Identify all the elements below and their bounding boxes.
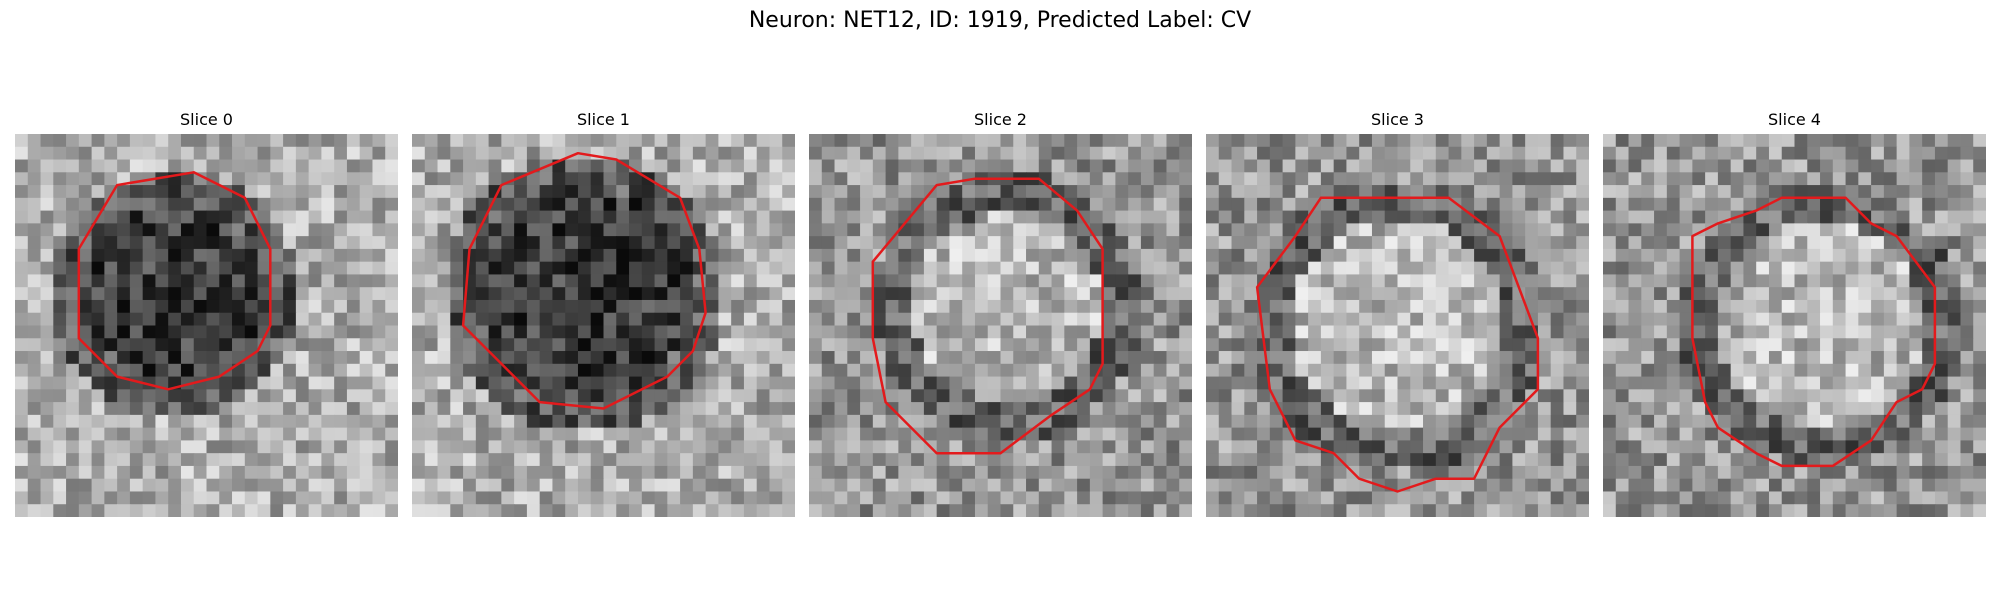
contour-outline xyxy=(1691,196,1937,468)
slice-title: Slice 2 xyxy=(974,110,1027,129)
slice-title: Slice 4 xyxy=(1768,110,1821,129)
figure-title: Neuron: NET12, ID: 1919, Predicted Label… xyxy=(748,8,1252,33)
slice-image-1 xyxy=(412,134,795,517)
slice-image-2 xyxy=(809,134,1192,517)
contour-outline xyxy=(77,171,272,391)
slice-image-4 xyxy=(1603,134,1986,517)
slice-title: Slice 3 xyxy=(1371,110,1424,129)
slice-image-3 xyxy=(1206,134,1589,517)
slice-title: Slice 0 xyxy=(180,110,233,129)
slice-title: Slice 1 xyxy=(577,110,630,129)
contour-outline xyxy=(1255,196,1540,493)
contour-outline xyxy=(461,151,707,410)
slice-image-0 xyxy=(15,134,398,517)
contour-outline xyxy=(871,177,1104,455)
